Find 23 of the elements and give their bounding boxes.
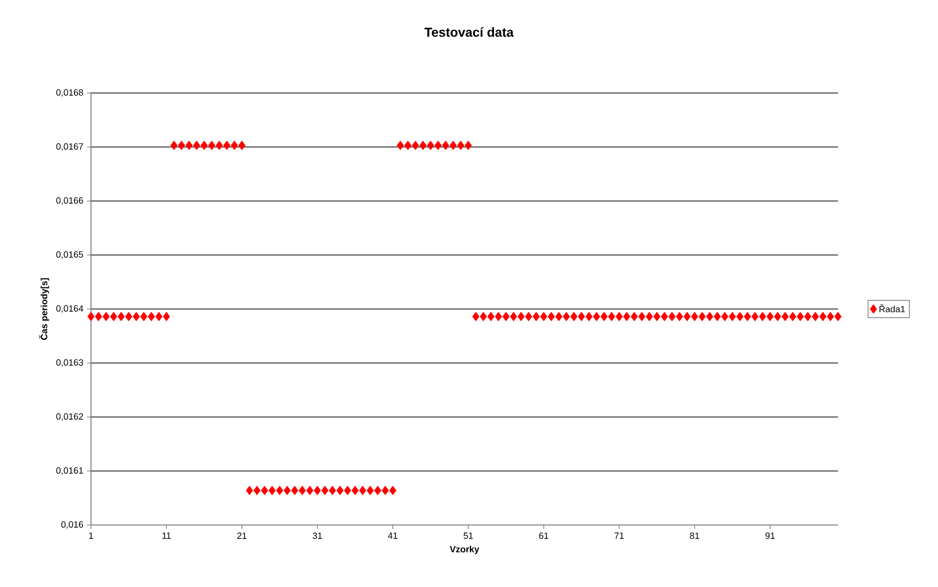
y-tick-label: 0,0168 [56,89,84,97]
x-axis-title: Vzorky [450,546,480,554]
x-tick-label: 21 [237,532,246,539]
x-tick-label: 51 [464,532,473,539]
x-tick-label: 81 [690,532,700,539]
x-tick-label: 1 [89,532,94,539]
chart-title: Testovací data [424,27,514,37]
x-tick-label: 11 [162,532,171,539]
y-tick-label: 0,016 [61,521,84,529]
legend-label: Řada1 [880,304,905,312]
x-tick-label: 31 [312,532,322,539]
y-tick-label: 0,0164 [56,305,84,313]
y-tick-label: 0,0162 [56,413,84,421]
y-tick-label: 0,0166 [56,197,84,205]
y-tick-label: 0,0165 [56,251,84,259]
x-tick-label: 61 [539,532,548,539]
y-tick-label: 0,0163 [56,359,84,367]
x-tick-label: 71 [614,532,624,539]
y-axis-title: Čas periody[s] [39,278,50,340]
x-tick-label: 91 [766,532,775,539]
y-tick-label: 0,0167 [56,143,84,151]
x-tick-label: 41 [388,532,398,539]
y-tick-label: 0,0161 [56,467,84,475]
